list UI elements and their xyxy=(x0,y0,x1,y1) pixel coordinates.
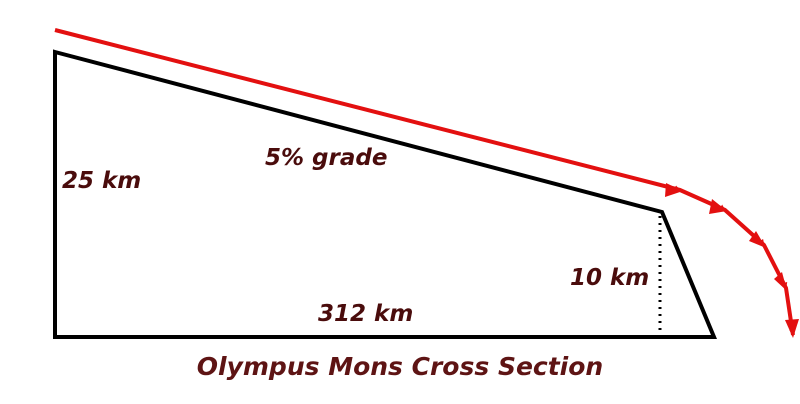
arrowhead xyxy=(785,319,799,338)
arrowhead xyxy=(709,199,727,214)
height-label: 25 km xyxy=(62,168,141,194)
grade-label: 5% grade xyxy=(265,145,387,171)
cross-section xyxy=(53,49,717,339)
edge-height-label: 10 km xyxy=(570,265,649,291)
title: Olympus Mons Cross Section xyxy=(197,352,603,381)
arrowhead xyxy=(749,231,766,248)
base-label: 312 km xyxy=(318,301,413,327)
arrowhead xyxy=(665,183,683,197)
trajectory xyxy=(54,28,796,336)
arrowhead xyxy=(774,272,787,291)
